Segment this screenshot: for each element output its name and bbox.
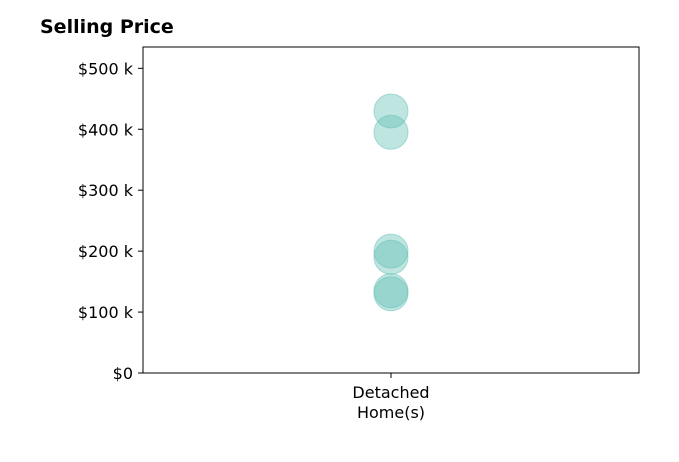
y-tick-label: $300 k [78, 181, 134, 200]
data-point [373, 114, 409, 150]
x-axis: Detached Home(s) [352, 373, 430, 422]
x-tick-label: Detached Home(s) [352, 383, 429, 422]
data-point [373, 93, 409, 129]
y-tick-label: $500 k [78, 59, 134, 78]
chart-title: Selling Price [40, 16, 174, 38]
data-point [373, 239, 409, 275]
y-axis: $0 $100 k $200 k $300 k $400 k $500 k [78, 59, 143, 383]
data-point [373, 276, 409, 312]
y-tick-label: $200 k [78, 242, 134, 261]
y-tick-label: $100 k [78, 303, 134, 322]
y-tick-label: $400 k [78, 120, 134, 139]
data-points [373, 93, 409, 312]
y-tick-label: $0 [113, 364, 133, 383]
